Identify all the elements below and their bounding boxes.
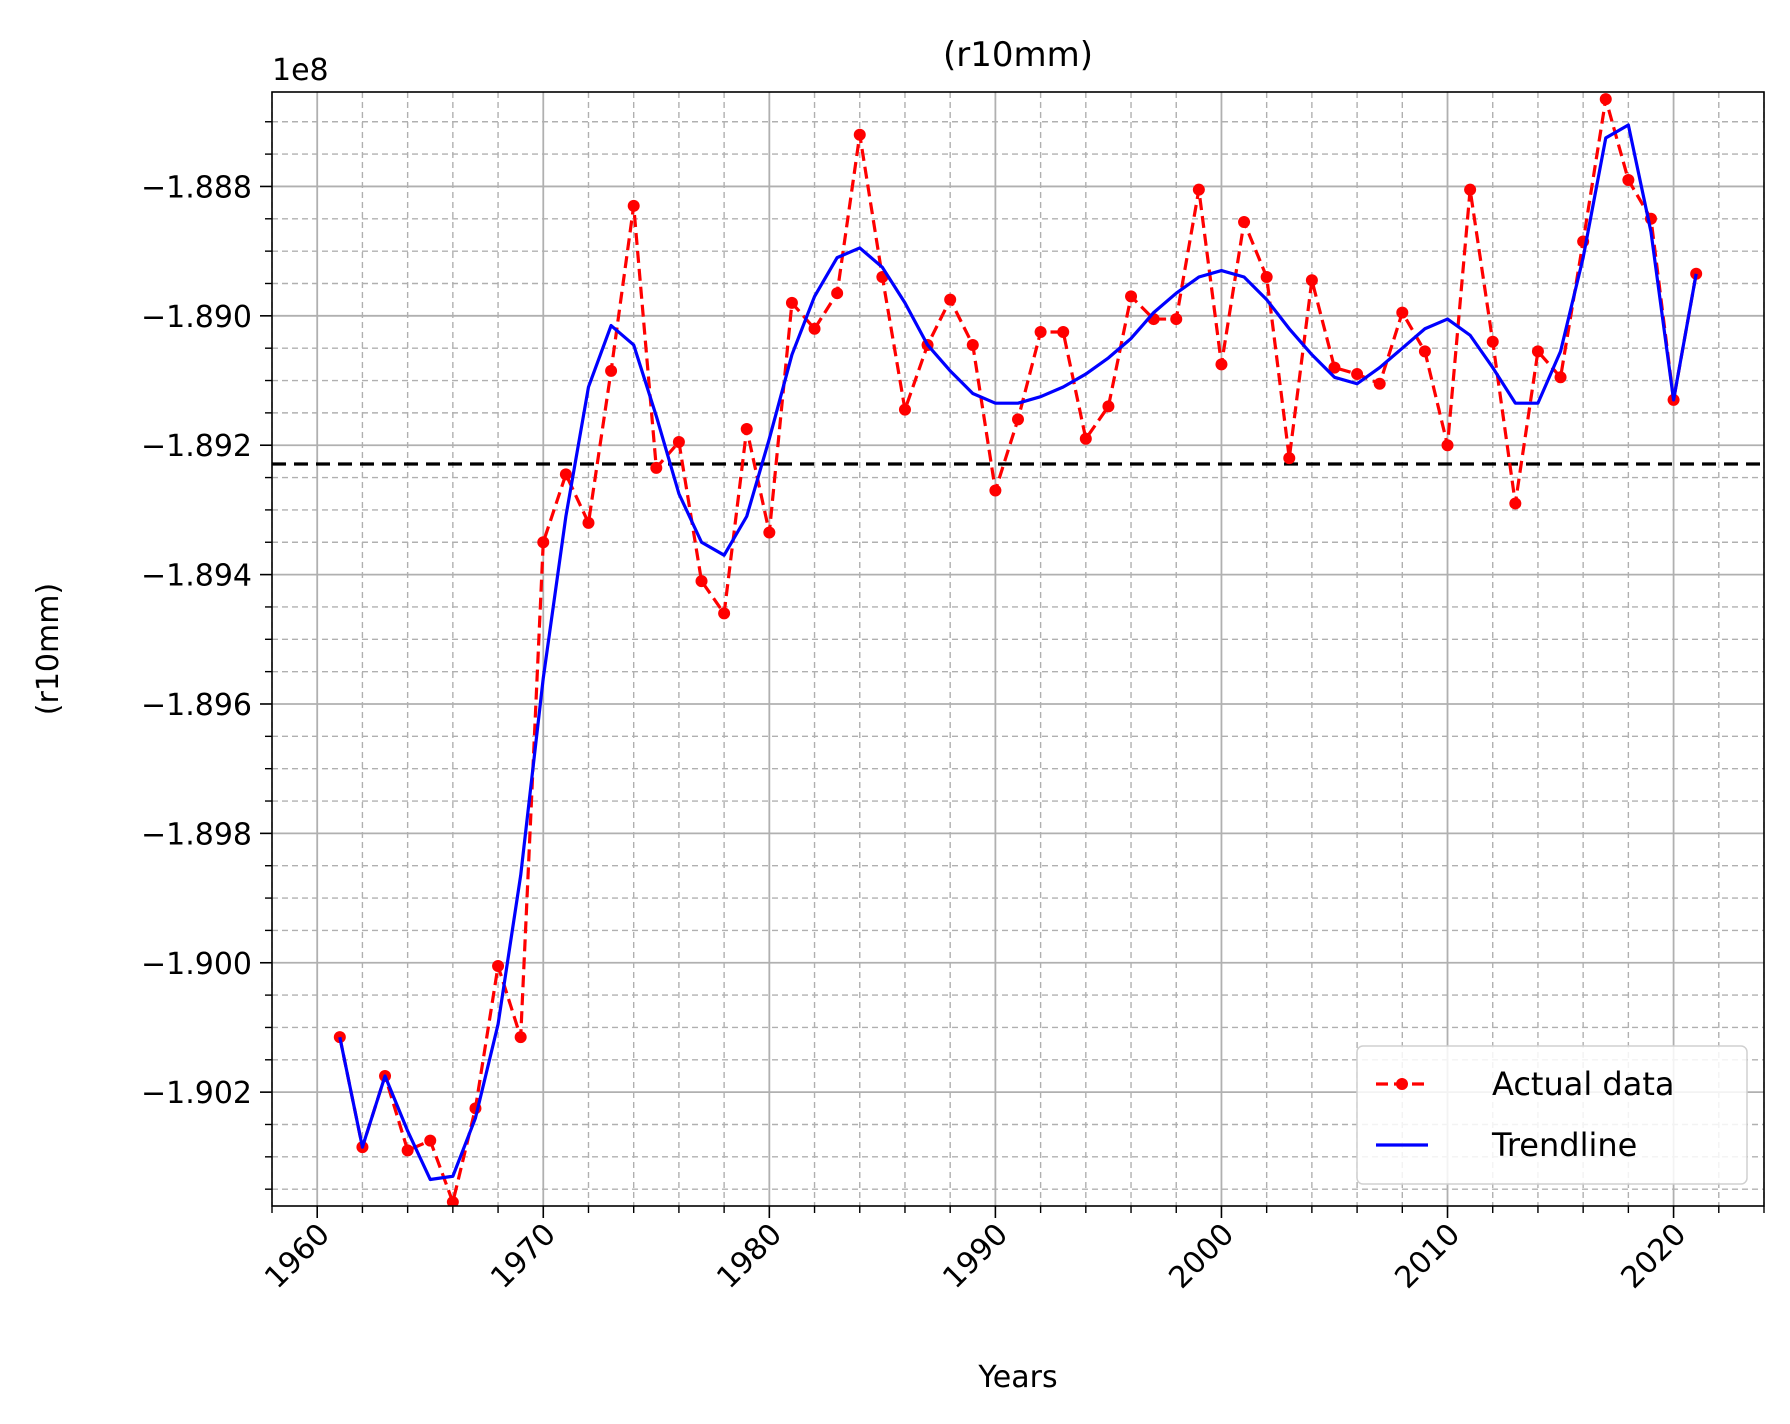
actual-data-point — [1079, 432, 1092, 445]
axis-ticks — [260, 121, 1765, 1218]
actual-data-point — [605, 364, 618, 377]
actual-data-point — [1531, 345, 1544, 358]
actual-data-point — [763, 526, 776, 539]
actual-data-point — [1690, 267, 1703, 280]
actual-data-point — [898, 403, 911, 416]
major-grid — [272, 92, 1764, 1206]
x-tick-label: 2010 — [1388, 1217, 1467, 1296]
y-tick-label: −1.888 — [141, 170, 252, 205]
x-tick-label: 2020 — [1614, 1217, 1693, 1296]
actual-data-point — [1599, 93, 1612, 106]
actual-data-point — [1554, 371, 1567, 384]
actual-data-point — [1215, 358, 1228, 371]
actual-data-point — [1441, 439, 1454, 452]
actual-data-point — [718, 607, 731, 620]
chart-title: (r10mm) — [943, 35, 1093, 75]
actual-data-point — [1238, 216, 1251, 229]
x-tick-label: 2000 — [1162, 1217, 1241, 1296]
actual-data-point — [1396, 306, 1409, 319]
actual-data-point — [1373, 377, 1386, 390]
x-tick-label: 1980 — [710, 1217, 789, 1296]
actual-data-point — [831, 287, 844, 300]
minor-grid — [271, 92, 1765, 1206]
actual-data-point — [401, 1144, 414, 1157]
x-axis-label: Years — [977, 1360, 1057, 1395]
actual-data-point — [537, 536, 550, 549]
actual-data-point — [514, 1031, 527, 1044]
y-tick-label: −1.900 — [141, 947, 252, 982]
plot-frame — [271, 91, 1765, 1207]
y-multiplier-label: 1e8 — [272, 53, 329, 88]
actual-data-point — [1125, 290, 1138, 303]
y-tick-label: −1.894 — [141, 559, 252, 594]
actual-data-point — [1328, 361, 1341, 374]
actual-data-point — [492, 959, 505, 972]
actual-data-point — [1351, 368, 1364, 381]
actual-data-point — [785, 296, 798, 309]
x-tick-label: 1990 — [936, 1217, 1015, 1296]
y-tick-label: −1.892 — [141, 429, 252, 464]
y-axis-label: (r10mm) — [31, 583, 66, 715]
actual-data-point — [1102, 400, 1115, 413]
actual-data-point — [1034, 326, 1047, 339]
actual-data-point — [853, 128, 866, 141]
actual-data-point — [740, 423, 753, 436]
actual-data-point — [582, 516, 595, 529]
actual-data-point — [672, 435, 685, 448]
actual-data-point — [944, 293, 957, 306]
actual-data-point — [650, 461, 663, 474]
actual-data-point — [627, 199, 640, 212]
actual-data-point — [1283, 452, 1296, 465]
actual-data-point — [1260, 271, 1273, 284]
legend-label-trendline: Trendline — [1491, 1126, 1637, 1164]
legend-marker-actual — [1396, 1078, 1408, 1090]
legend-frame — [1356, 1045, 1748, 1185]
x-tick-label: 1970 — [484, 1217, 563, 1296]
actual-data-point — [1192, 183, 1205, 196]
actual-data-point — [695, 575, 708, 588]
x-tick-label: 1960 — [258, 1217, 337, 1296]
actual-data-point — [424, 1134, 437, 1147]
actual-data-point — [1622, 173, 1635, 186]
actual-data-point — [989, 484, 1002, 497]
trendline — [338, 123, 1698, 1182]
actual-data-point — [1305, 274, 1318, 287]
actual-data-point — [966, 338, 979, 351]
actual-data-point — [808, 322, 821, 335]
series-layer — [333, 93, 1703, 1206]
actual-data-point — [446, 1196, 459, 1206]
actual-data-point — [1509, 497, 1522, 510]
legend-label-actual: Actual data — [1492, 1065, 1675, 1103]
y-tick-label: −1.890 — [141, 300, 252, 335]
y-tick-label: −1.898 — [141, 817, 252, 852]
actual-data-point — [1057, 326, 1070, 339]
actual-data-point — [559, 468, 572, 481]
actual-data-point — [1486, 335, 1499, 348]
actual-data-point — [1464, 183, 1477, 196]
actual-data-point — [1012, 413, 1024, 426]
actual-data-point — [1170, 313, 1183, 326]
y-tick-label: −1.896 — [141, 688, 252, 723]
actual-data-point — [1418, 345, 1431, 358]
y-tick-label: −1.902 — [141, 1076, 252, 1111]
legend: Actual data Trendline — [1356, 1045, 1748, 1185]
